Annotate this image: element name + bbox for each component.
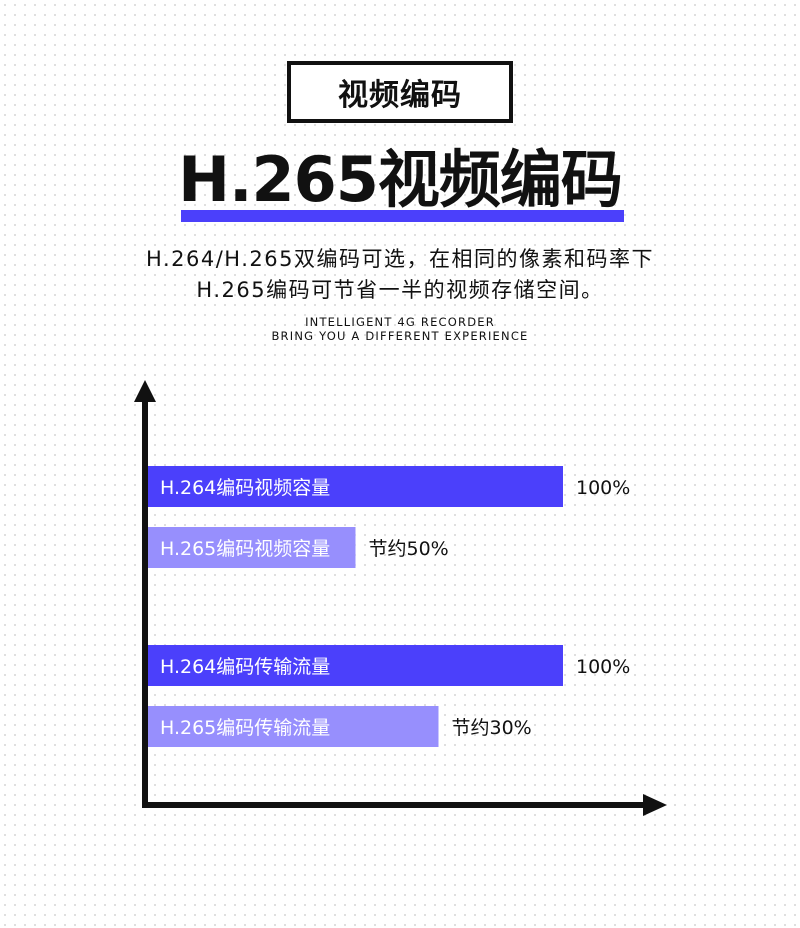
bar-3 xyxy=(148,645,563,686)
bar-data-label: 100% xyxy=(576,656,630,678)
english-tagline-1: INTELLIGENT 4G RECORDER xyxy=(305,315,495,329)
bar-category-label: H.265编码视频容量 xyxy=(160,538,330,560)
description-line-1: H.264/H.265双编码可选，在相同的像素和码率下 xyxy=(146,247,654,271)
bar-2 xyxy=(148,527,356,568)
page-title: H.265视频编码 xyxy=(178,140,624,222)
bar-category-label: H.264编码视频容量 xyxy=(160,477,330,499)
description-line-2: H.265编码可节省一半的视频存储空间。 xyxy=(196,278,604,302)
bar-data-label: 节约50% xyxy=(369,538,449,560)
y-axis xyxy=(142,398,148,808)
bar-data-label: 节约30% xyxy=(452,717,532,739)
bar-category-label: H.264编码传输流量 xyxy=(160,656,330,678)
english-tagline-2: BRING YOU A DIFFERENT EXPERIENCE xyxy=(271,329,529,343)
y-axis-arrow xyxy=(134,380,156,402)
section-tag: 视频编码 xyxy=(287,61,513,123)
page-title-text: H.265视频编码 xyxy=(178,143,623,216)
title-underline xyxy=(181,210,624,222)
x-axis-arrow xyxy=(643,794,667,816)
bar-1 xyxy=(148,466,563,507)
bar-data-label: 100% xyxy=(576,477,630,499)
bar-category-label: H.265编码传输流量 xyxy=(160,717,330,739)
x-axis xyxy=(142,802,650,808)
bar-4 xyxy=(148,706,439,747)
